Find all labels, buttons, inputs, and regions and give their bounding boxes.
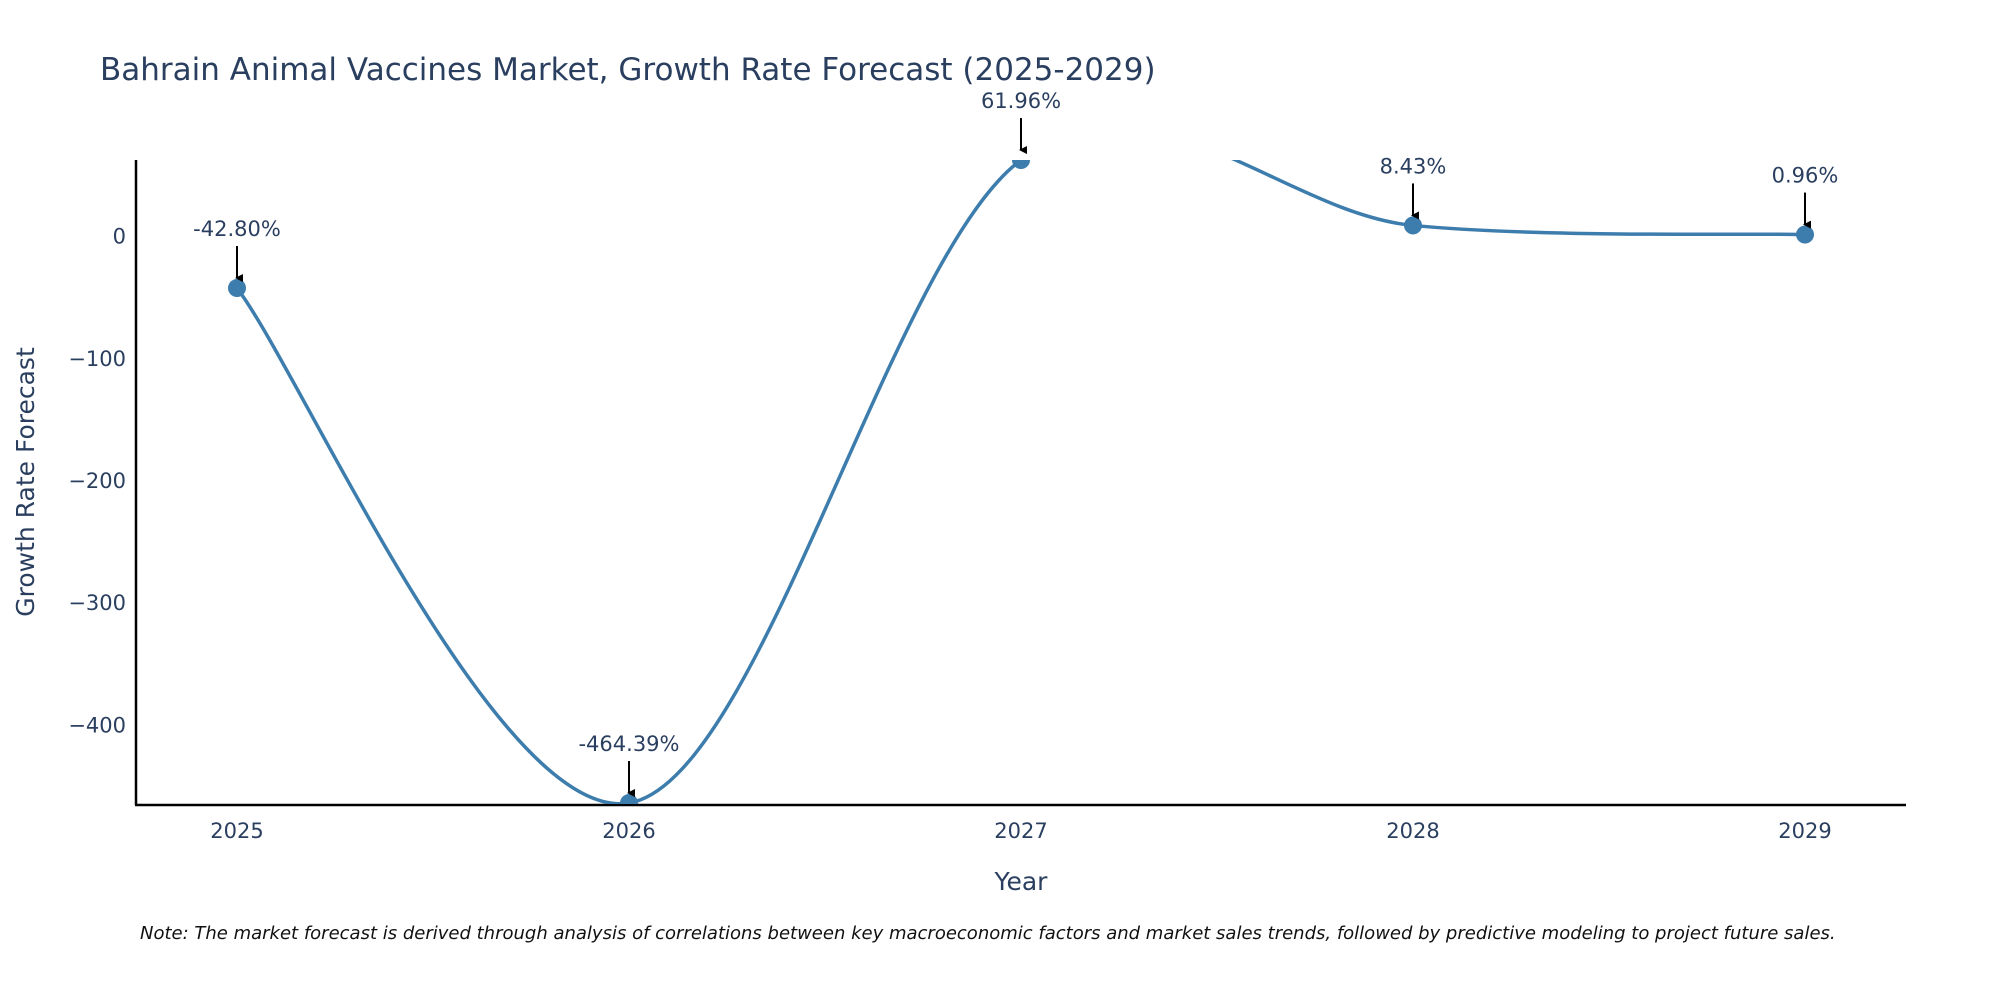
y-tick-label: −100	[68, 347, 126, 371]
annotation-label: -42.80%	[193, 217, 281, 241]
annotation-label: 8.43%	[1380, 154, 1447, 178]
data-point-2029	[1796, 225, 1814, 244]
annotation-label: -464.39%	[578, 732, 679, 756]
y-axis-title: Growth Rate Forecast	[11, 347, 40, 617]
x-axis-title: Year	[994, 867, 1049, 896]
y-tick-label: −300	[68, 591, 126, 615]
x-axis-ticks: 2025 2026 2027 2028 2029	[210, 819, 1831, 843]
data-point-2027	[1012, 160, 1030, 170]
x-tick-label: 2027	[994, 819, 1047, 843]
x-tick-label: 2025	[210, 819, 263, 843]
x-tick-label: 2026	[602, 819, 655, 843]
data-point-2028	[1404, 216, 1422, 235]
annotation-label: 61.96%	[981, 89, 1061, 113]
annotation-label: 0.96%	[1772, 164, 1839, 188]
y-tick-label: 0	[113, 225, 126, 249]
data-point-2025	[228, 279, 246, 298]
x-tick-label: 2028	[1386, 819, 1439, 843]
footnote: Note: The market forecast is derived thr…	[140, 923, 1836, 944]
x-tick-label: 2029	[1778, 819, 1831, 843]
y-axis-ticks: 0 −100 −200 −300 −400	[68, 225, 126, 738]
chart-title: Bahrain Animal Vaccines Market, Growth R…	[100, 52, 1156, 88]
data-markers	[228, 160, 1814, 804]
y-tick-label: −200	[68, 469, 126, 493]
data-point-2026	[620, 794, 638, 804]
y-tick-label: −400	[68, 713, 126, 737]
value-annotations: -42.80% -464.39% 61.96% 8.43% 0.96%	[193, 89, 1839, 798]
growth-rate-line	[235, 160, 1806, 804]
